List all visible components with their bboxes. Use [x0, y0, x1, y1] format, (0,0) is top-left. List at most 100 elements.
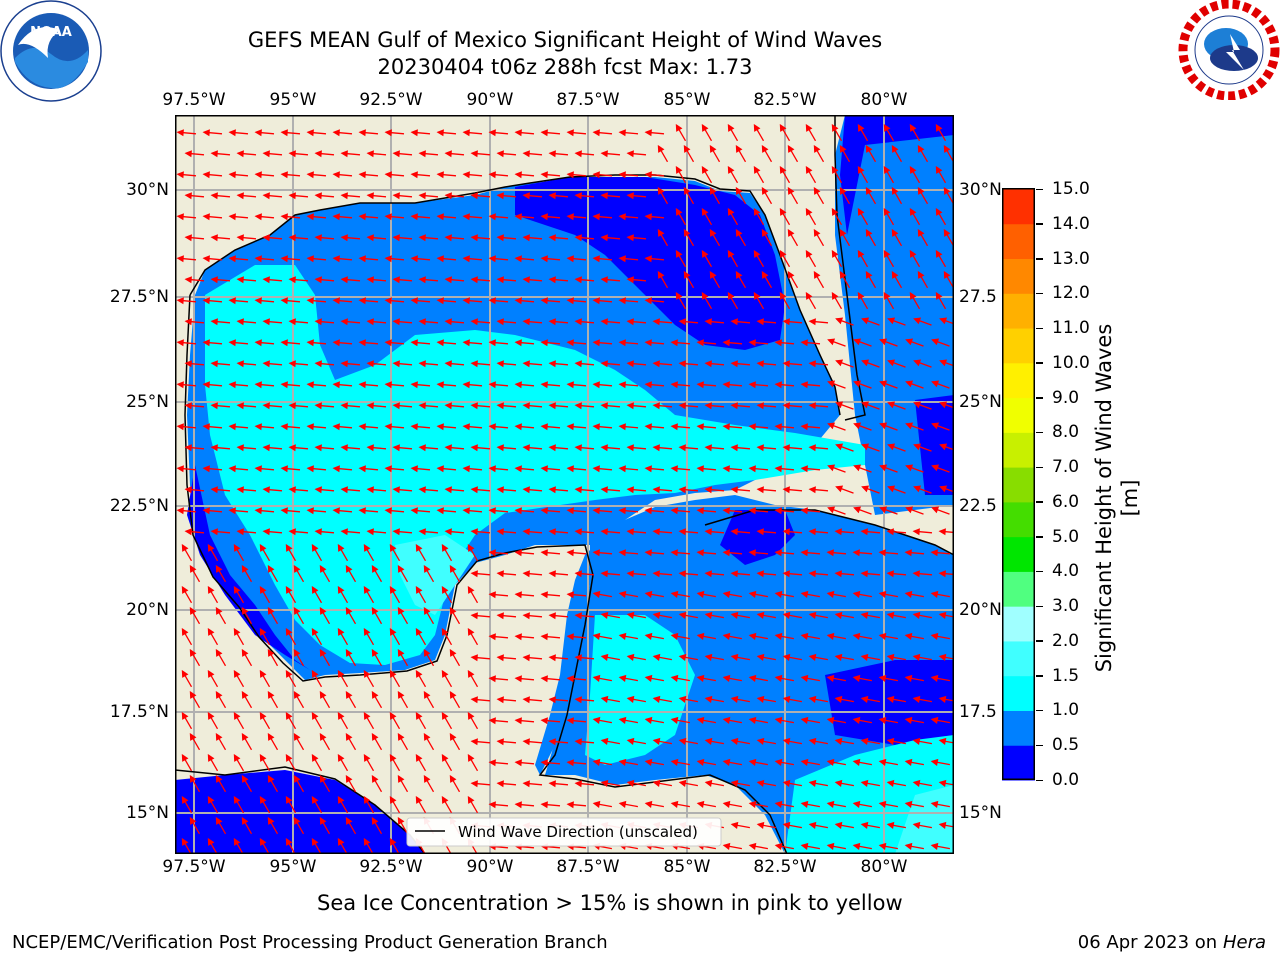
- wave-arrow-head: [522, 276, 530, 284]
- wave-arrow-head: [675, 165, 683, 174]
- lon-tick-bottom-2: 92.5°W: [359, 857, 423, 877]
- wave-arrow-head: [939, 359, 948, 367]
- wave-arrow-head: [756, 570, 764, 578]
- low-wave-bay: [720, 510, 795, 565]
- wave-arrow-head: [236, 150, 244, 158]
- wave-arrow-head: [215, 774, 223, 783]
- wave-arrow-head: [306, 381, 314, 389]
- wave-arrow-head: [704, 737, 713, 745]
- wave-arrow-head: [548, 444, 556, 452]
- wave-arrow-head: [418, 234, 426, 242]
- wave-arrow-head: [652, 528, 660, 536]
- wave-arrow-head: [488, 381, 496, 389]
- wave-arrow-head: [904, 842, 913, 850]
- wave-arrow-head: [202, 465, 210, 473]
- wave-arrow-head: [184, 318, 192, 326]
- wave-arrow-head: [436, 297, 444, 305]
- wave-arrow-head: [805, 207, 813, 216]
- wave-arrow-head: [363, 753, 371, 762]
- wave-arrow-head: [905, 422, 914, 430]
- lon-tick-bottom-0: 97.5°W: [162, 857, 226, 877]
- wave-arrow-head: [467, 795, 475, 804]
- wave-arrow-head: [861, 359, 870, 367]
- wave-arrow-head: [879, 338, 888, 346]
- wave-arrow-head: [176, 465, 184, 473]
- wave-arrow-head: [522, 528, 530, 536]
- wave-arrow-head: [285, 795, 293, 804]
- wave-arrow-head: [514, 381, 522, 389]
- wave-arrow-head: [852, 800, 861, 808]
- wave-arrow-head: [678, 360, 686, 368]
- wave-arrow-head: [839, 186, 847, 195]
- wave-arrow-head: [418, 528, 426, 536]
- wave-arrow-head: [805, 249, 813, 258]
- colorbar-tick: 4.0: [1052, 561, 1080, 582]
- wave-arrow-head: [210, 276, 218, 284]
- wave-arrow-head: [839, 228, 847, 237]
- wave-arrow-head: [496, 402, 504, 410]
- wave-arrow-head: [935, 165, 943, 174]
- wave-arrow-head: [704, 360, 712, 368]
- wave-arrow-head: [735, 228, 743, 237]
- wave-arrow-head: [514, 717, 522, 725]
- wave-arrow-head: [371, 690, 379, 699]
- wave-arrow-head: [600, 653, 609, 661]
- wave-arrow-head: [181, 711, 189, 720]
- colorbar-tick: 3.0: [1052, 596, 1080, 617]
- map-subtitle: 20230404 t06z 288h fcst Max: 1.73: [377, 55, 753, 79]
- wave-arrow-head: [259, 543, 267, 552]
- wave-arrow-head: [436, 129, 444, 137]
- map-title: GEFS MEAN Gulf of Mexico Significant Hei…: [247, 28, 883, 52]
- wave-arrow-head: [878, 842, 887, 850]
- wave-arrow-head: [548, 192, 556, 200]
- wave-arrow-head: [462, 213, 470, 221]
- wave-arrow-head: [675, 249, 683, 258]
- wave-arrow-head: [259, 627, 267, 636]
- wave-arrow-head: [496, 150, 504, 158]
- wave-arrow-head: [488, 255, 496, 263]
- wave-arrow-head: [410, 507, 418, 515]
- wave-arrow-head: [600, 570, 608, 578]
- wave-arrow-head: [184, 486, 192, 494]
- wave-arrow-head: [696, 507, 704, 515]
- wave-arrow-head: [709, 228, 717, 237]
- wave-arrow-head: [358, 255, 366, 263]
- wave-arrow-head: [727, 165, 735, 174]
- wave-arrow-head: [288, 150, 296, 158]
- wave-arrow-head: [657, 228, 665, 237]
- wave-arrow-head: [730, 486, 738, 494]
- lat-tick-right-2: 25°N: [959, 392, 1002, 412]
- wave-arrow-head: [488, 339, 496, 347]
- wave-arrow-head: [467, 627, 475, 636]
- wave-arrow-head: [709, 144, 717, 153]
- wave-arrow-head: [496, 528, 504, 536]
- wave-arrow-head: [670, 632, 679, 640]
- wave-arrow-head: [891, 144, 899, 153]
- wave-arrow-head: [857, 249, 865, 258]
- wave-arrow-head: [853, 506, 862, 514]
- wave-arrow-head: [808, 402, 816, 410]
- wave-arrow-head: [683, 186, 691, 195]
- colorbar-tick-mark: [1036, 744, 1043, 747]
- wave-arrow-head: [306, 507, 314, 515]
- wave-arrow-head: [813, 228, 821, 237]
- wave-arrow-head: [652, 360, 660, 368]
- wave-arrow-head: [774, 758, 783, 766]
- wave-arrow-head: [548, 318, 556, 326]
- wave-arrow-head: [831, 249, 839, 258]
- wave-arrow-head: [943, 144, 951, 153]
- wave-arrow-head: [293, 774, 301, 783]
- wave-arrow-head: [670, 465, 678, 473]
- colorbar-segment: [1002, 362, 1035, 399]
- wave-arrow-head: [644, 632, 653, 640]
- wave-arrow-head: [600, 444, 608, 452]
- wave-arrow-head: [566, 129, 574, 137]
- wave-arrow-head: [332, 129, 340, 137]
- wave-arrow-head: [574, 276, 582, 284]
- colorbar-segment: [1002, 675, 1035, 711]
- wave-arrow-head: [285, 711, 293, 720]
- wave-arrow-head: [704, 653, 713, 661]
- wave-arrow-head: [189, 648, 197, 657]
- wave-arrow-head: [756, 737, 765, 745]
- wave-arrow-head: [566, 759, 574, 767]
